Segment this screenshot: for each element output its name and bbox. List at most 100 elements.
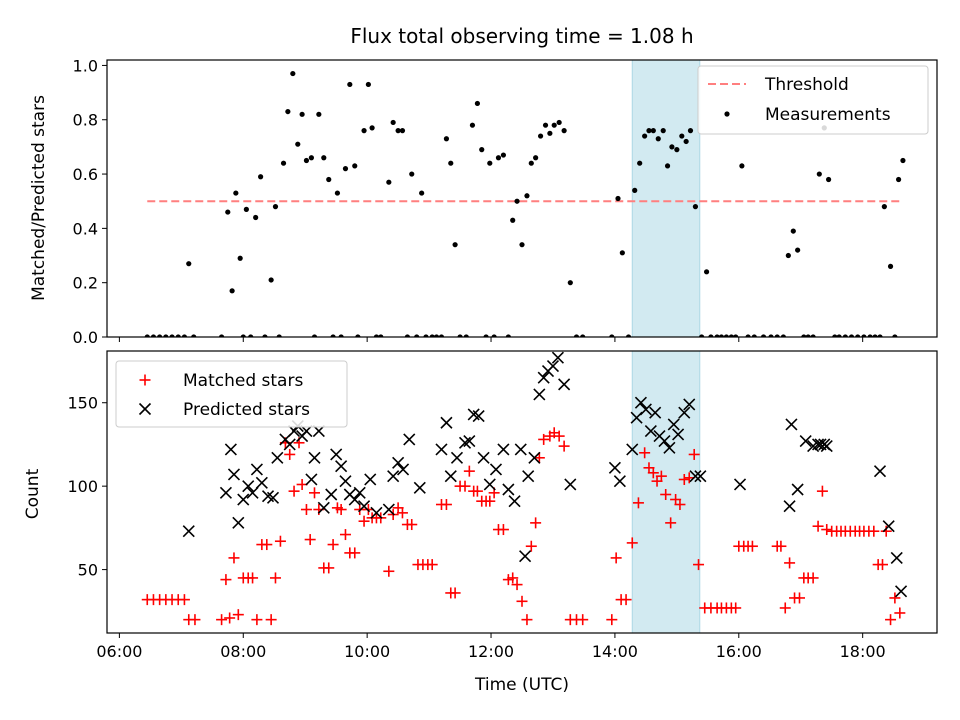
marker-stroke xyxy=(497,443,510,456)
measurement-point xyxy=(805,334,811,337)
predicted-star-marker xyxy=(551,351,564,364)
matched-star-marker xyxy=(459,480,471,492)
matched-star-marker xyxy=(553,430,565,442)
predicted-star-marker xyxy=(689,470,702,483)
marker-stroke xyxy=(649,406,662,419)
marker-stroke xyxy=(533,388,546,401)
measurement-point xyxy=(243,206,249,212)
predicted-star-marker xyxy=(683,398,696,411)
matched-star-marker xyxy=(678,473,690,485)
predicted-star-marker xyxy=(271,451,284,464)
measurement-point xyxy=(547,130,553,136)
measurement-point xyxy=(774,334,780,337)
measurement-point xyxy=(739,163,745,169)
measurement-point xyxy=(248,334,254,337)
chart-title: Flux total observing time = 1.08 h xyxy=(350,24,693,48)
predicted-star-marker xyxy=(791,483,804,496)
observing-window-span xyxy=(631,59,701,338)
measurement-point xyxy=(785,252,791,259)
matched-star-marker xyxy=(358,515,370,527)
measurement-point xyxy=(491,334,497,337)
matched-star-marker xyxy=(606,614,618,626)
measurement-point xyxy=(881,204,887,210)
predicted-star-marker xyxy=(317,501,330,514)
matched-star-marker xyxy=(626,537,638,549)
matched-star-marker xyxy=(894,607,906,619)
measurement-point xyxy=(157,334,163,337)
measurement-point xyxy=(537,133,544,139)
measurement-point xyxy=(186,261,192,267)
measurement-point xyxy=(321,155,327,161)
predicted-star-marker xyxy=(138,402,152,416)
measurement-point xyxy=(474,100,481,107)
matched-star-marker xyxy=(304,534,316,546)
predicted-star-marker xyxy=(255,476,268,489)
measurement-point xyxy=(404,334,411,337)
predicted-star-marker xyxy=(663,441,676,454)
measurement-point xyxy=(272,204,279,210)
predicted-star-marker xyxy=(403,433,416,446)
measurement-point xyxy=(900,157,906,164)
measurement-point xyxy=(609,334,615,337)
marker-stroke xyxy=(895,585,908,598)
top-panel: Matched/Predicted stars 0.0 0.2 0.4 0.6 0.8 1… xyxy=(29,56,938,347)
predicted-star-marker xyxy=(733,478,747,491)
bottom-y-axis-label: Count xyxy=(23,468,43,519)
matched-star-marker xyxy=(251,614,263,626)
predicted-star-marker xyxy=(644,425,657,438)
marker-stroke xyxy=(663,441,676,454)
marker-stroke xyxy=(458,436,472,449)
measurement-point xyxy=(826,176,832,183)
marker-stroke xyxy=(890,551,903,564)
marker-stroke xyxy=(799,435,812,448)
matched-star-marker xyxy=(426,559,438,571)
matched-star-marker xyxy=(484,495,496,507)
measurement-point xyxy=(438,334,445,337)
marker-stroke xyxy=(266,491,280,504)
predicted-star-marker xyxy=(508,495,521,508)
matched-star-marker xyxy=(688,448,700,460)
measurement-point xyxy=(390,119,396,126)
measurement-point xyxy=(378,334,384,337)
matched-star-marker xyxy=(224,612,236,624)
marker-stroke xyxy=(519,550,532,563)
marker-stroke xyxy=(182,525,195,538)
matched-star-marker xyxy=(816,485,828,497)
predicted-star-marker xyxy=(564,478,577,491)
marker-stroke xyxy=(392,456,405,469)
y-tick-label: 0.4 xyxy=(73,219,98,238)
matched-star-marker xyxy=(521,614,533,626)
x-tick-label: 06:00 xyxy=(96,642,142,661)
predicted-star-marker xyxy=(672,428,685,441)
measurement-point xyxy=(258,174,264,180)
measurement-point xyxy=(514,198,520,204)
marker-stroke xyxy=(339,475,352,488)
measurement-point xyxy=(842,334,848,337)
matched-star-marker xyxy=(216,614,228,626)
predicted-star-marker xyxy=(528,451,541,464)
measurement-point xyxy=(708,334,714,337)
matched-star-marker xyxy=(746,540,758,552)
measurement-point xyxy=(556,119,562,126)
predicted-star-marker xyxy=(533,388,546,401)
measurement-point xyxy=(479,147,485,153)
measurement-point xyxy=(352,163,358,169)
matched-star-marker xyxy=(639,447,651,459)
marker-stroke xyxy=(785,418,798,431)
marker-stroke xyxy=(246,486,259,499)
measurement-point xyxy=(240,334,246,337)
legend-measurement-label: Measurements xyxy=(765,105,891,125)
measurement-point xyxy=(175,334,181,337)
matched-star-marker xyxy=(647,467,659,479)
measurement-point xyxy=(728,334,734,337)
matched-star-marker xyxy=(525,540,537,552)
measurement-point xyxy=(699,334,705,337)
marker-stroke xyxy=(325,488,338,501)
predicted-star-marker xyxy=(799,435,812,448)
measurement-point xyxy=(500,152,507,158)
matched-star-marker xyxy=(674,499,686,511)
predicted-star-marker xyxy=(658,435,671,448)
measurement-point xyxy=(533,155,539,161)
marker-stroke xyxy=(219,486,232,499)
data-layer xyxy=(144,70,906,337)
